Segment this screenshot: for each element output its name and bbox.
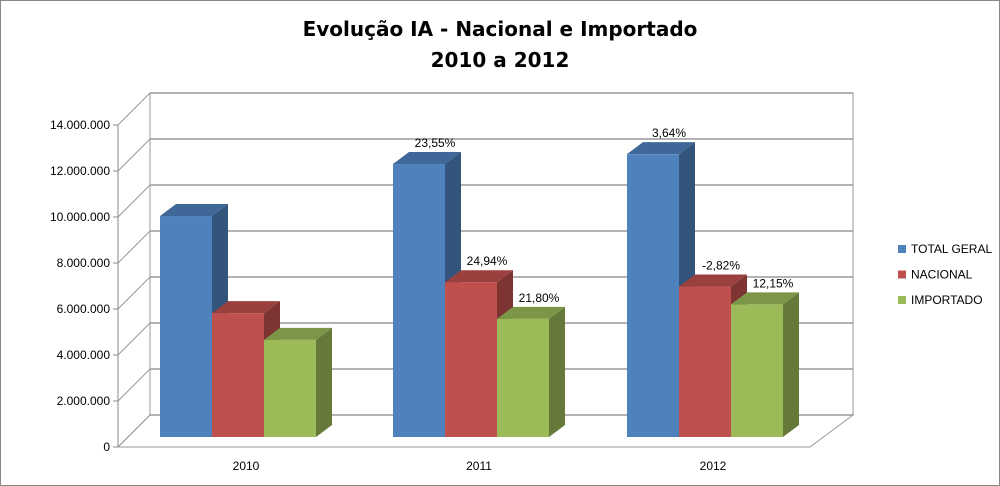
bar-total-geral <box>627 154 679 437</box>
side-gridline <box>117 138 151 172</box>
bar-top-total-geral <box>393 152 461 165</box>
y-tick-label: 8.000.000 <box>57 256 111 270</box>
side-gridline <box>117 184 151 218</box>
bar-importado <box>731 304 783 437</box>
bar-importado <box>497 318 549 437</box>
bar-top-nacional <box>679 274 747 287</box>
bar-nacional <box>679 286 731 437</box>
x-tick-label: 2010 <box>233 459 260 473</box>
y-tick-label: 10.000.000 <box>50 210 110 224</box>
side-gridline <box>117 230 151 264</box>
legend-label: TOTAL GERAL <box>911 242 992 256</box>
bar-top-nacional <box>212 301 280 314</box>
data-label: -2,82% <box>702 259 740 273</box>
bar-nacional <box>445 282 497 437</box>
y-tick-label: 6.000.000 <box>57 302 111 316</box>
bar-top-importado <box>264 327 332 340</box>
bar-total-geral <box>393 164 445 438</box>
bar-nacional <box>212 313 264 437</box>
y-tick-label: 0 <box>103 440 110 454</box>
x-tick-label: 2011 <box>466 459 492 473</box>
legend-swatch <box>898 296 906 304</box>
x-tick-label: 2012 <box>700 459 727 473</box>
side-gridline <box>117 92 151 126</box>
bar-side-importado <box>549 306 565 437</box>
bar-side-importado <box>783 292 799 437</box>
bar-total-geral <box>160 216 212 437</box>
data-label: 23,55% <box>415 136 456 150</box>
chart-title-line2: 2010 a 2012 <box>431 48 570 72</box>
bar-side-importado <box>316 327 332 437</box>
y-tick-label: 14.000.000 <box>50 118 110 132</box>
side-gridline <box>117 322 151 356</box>
bar-top-importado <box>731 292 799 305</box>
data-label: 21,80% <box>519 291 560 305</box>
bar-top-total-geral <box>627 142 695 155</box>
data-label: 24,94% <box>467 254 508 268</box>
legend-label: NACIONAL <box>911 268 973 282</box>
data-label: 12,15% <box>753 276 794 290</box>
bar-importado <box>264 339 316 437</box>
side-gridline <box>117 368 151 402</box>
legend-swatch <box>898 245 906 253</box>
chart-title-line1: Evolução IA - Nacional e Importado <box>303 17 698 41</box>
bar-top-importado <box>497 306 565 319</box>
bar-top-nacional <box>445 270 513 283</box>
side-gridline <box>117 276 151 310</box>
side-gridline <box>117 414 151 448</box>
legend-label: IMPORTADO <box>911 293 983 307</box>
y-tick-label: 12.000.000 <box>50 164 110 178</box>
y-tick-label: 4.000.000 <box>57 348 111 362</box>
bar-top-total-geral <box>160 204 228 217</box>
data-label: 3,64% <box>652 126 686 140</box>
y-tick-label: 2.000.000 <box>57 394 111 408</box>
legend-swatch <box>898 270 906 279</box>
